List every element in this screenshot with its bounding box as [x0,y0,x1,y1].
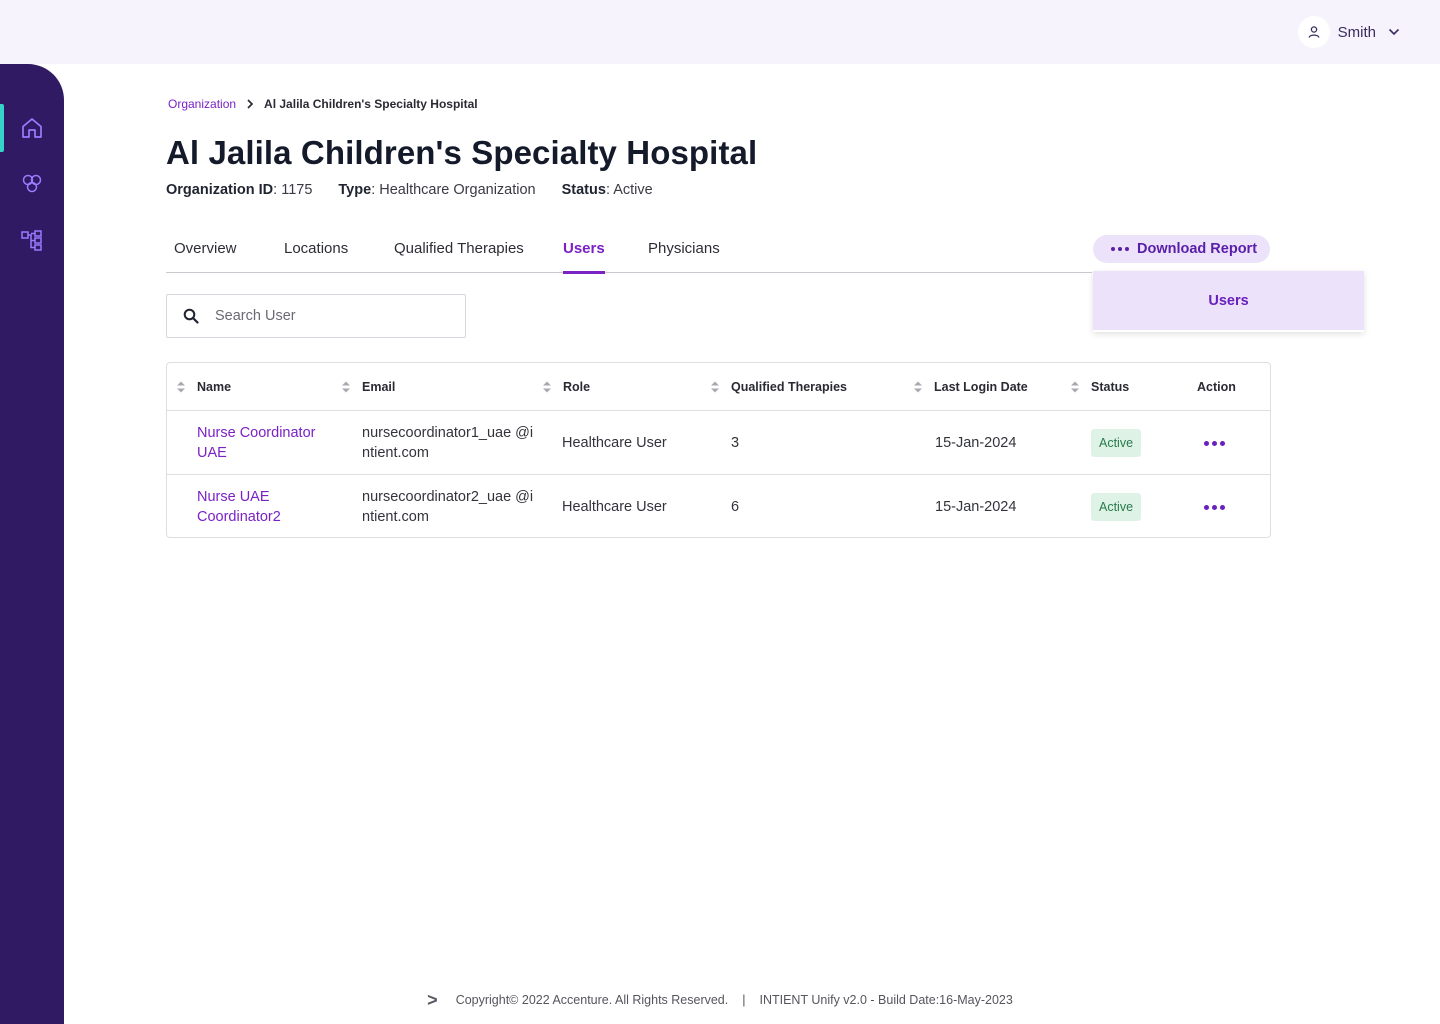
home-icon [22,118,42,138]
chevron-down-icon[interactable] [1388,28,1400,36]
user-icon [1308,26,1320,38]
column-header-role: Role [563,380,591,394]
user-name-link[interactable]: Nurse UAE Coordinator2 [197,489,281,525]
users-table: Name Email Role Qualified Therapies Last… [166,362,1271,538]
meta-status-label: Status [561,182,606,198]
user-role: Healthcare User [562,435,667,451]
sidebar [0,64,64,1024]
sort-icon[interactable] [1070,380,1080,394]
user-last-login: 15-Jan-2024 [935,499,1017,515]
meta-type: Type: Healthcare Organization [338,182,535,198]
row-actions-icon[interactable] [1204,499,1225,516]
meta-status: Status: Active [562,182,653,198]
tab-qualified-therapies[interactable]: Qualified Therapies [394,240,524,257]
user-qualified-therapies: 6 [731,499,740,515]
menu-item-users[interactable]: Users [1208,292,1249,309]
sidebar-item-therapies[interactable] [0,160,64,208]
hierarchy-icon [21,230,42,251]
sort-icon[interactable] [341,380,351,394]
tab-physicians[interactable]: Physicians [648,240,720,257]
breadcrumb-organization-link[interactable]: Organization [168,97,237,111]
molecule-icon [22,174,42,193]
table-row: Nurse Coordinator UAE nursecoordinator1_… [167,411,1270,475]
column-header-status: Status [1091,380,1130,394]
action-cell [1204,475,1225,539]
footer-build-info: INTIENT Unify v2.0 - Build Date:16-May-2… [759,993,1013,1007]
user-last-login: 15-Jan-2024 [935,435,1017,451]
sidebar-item-hierarchy[interactable] [0,216,64,264]
search-box [166,294,466,338]
column-header-email: Email [362,380,396,394]
user-email: nursecoordinator1_uae @intient.com [362,425,534,461]
user-name-link[interactable]: Nurse Coordinator UAE [197,425,316,461]
sort-icon[interactable] [710,380,720,394]
user-qualified-therapies: 3 [731,435,740,451]
breadcrumb: Organization Al Jalila Children's Specia… [168,96,478,112]
user-name[interactable]: Smith [1337,23,1376,41]
footer: > Copyright© 2022 Accenture. All Rights … [0,990,1440,1010]
sort-icon[interactable] [913,380,923,394]
download-report-menu: Users [1093,271,1364,332]
column-header-last-login-date: Last Login Date [934,380,1028,394]
user-role: Healthcare User [562,499,667,515]
meta-org-id-label: Organization ID [166,182,274,198]
row-actions-icon[interactable] [1204,435,1225,452]
meta-status-value: : Active [605,182,653,198]
meta-type-label: Type [338,182,372,198]
column-header-action: Action [1197,380,1236,394]
meta-org-id: Organization ID: 1175 [166,182,312,198]
more-dots-icon [1111,247,1129,251]
footer-separator: | [742,993,746,1007]
column-header-name: Name [197,380,232,394]
top-bar: Smith [0,0,1440,64]
accenture-logo-icon: > [427,989,438,1010]
sidebar-item-home[interactable] [0,104,64,152]
tab-overview[interactable]: Overview [174,240,237,257]
status-cell: Active [1091,411,1142,475]
tab-locations[interactable]: Locations [284,240,349,257]
organization-meta: Organization ID: 1175 Type: Healthcare O… [166,182,653,198]
tab-bar: Overview Locations Qualified Therapies U… [166,236,1092,274]
status-badge: Active [1091,493,1142,521]
sort-icon[interactable] [176,380,186,394]
meta-type-value: : Healthcare Organization [371,182,536,198]
column-header-qualified-therapies: Qualified Therapies [731,380,848,394]
breadcrumb-current: Al Jalila Children's Specialty Hospital [264,97,478,111]
tab-users[interactable]: Users [563,236,605,274]
meta-org-id-value: : 1175 [273,182,313,198]
table-row: Nurse UAE Coordinator2 nursecoordinator2… [167,475,1270,539]
action-cell [1204,411,1225,475]
page-title: Al Jalila Children's Specialty Hospital [166,134,758,171]
footer-copyright: Copyright© 2022 Accenture. All Rights Re… [455,993,729,1007]
user-menu[interactable]: Smith [1297,16,1400,48]
download-report-label: Download Report [1137,241,1258,257]
avatar[interactable] [1297,16,1330,48]
search-input[interactable] [215,308,445,324]
search-icon [183,308,199,324]
sort-icon[interactable] [542,380,552,394]
chevron-right-icon [247,99,254,109]
table-header: Name Email Role Qualified Therapies Last… [167,363,1270,411]
user-email: nursecoordinator2_uae @intient.com [362,489,534,525]
download-report-button[interactable]: Download Report [1093,235,1270,263]
status-badge: Active [1091,429,1142,457]
status-cell: Active [1091,475,1142,539]
